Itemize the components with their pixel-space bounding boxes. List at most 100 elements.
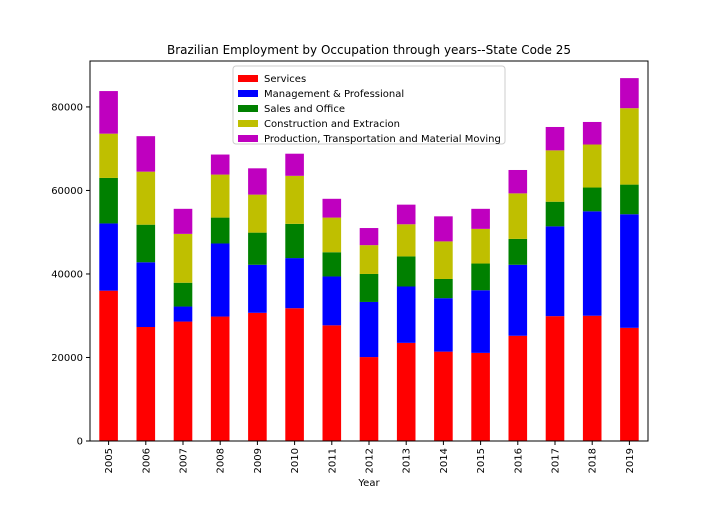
- x-tick-label: 2016: [513, 448, 524, 473]
- x-tick-label: 2014: [439, 448, 450, 473]
- bar-segment-2009-0: [248, 312, 267, 441]
- bar-segment-2005-4: [99, 91, 118, 134]
- bar-segment-2009-1: [248, 264, 267, 313]
- chart-title: Brazilian Employment by Occupation throu…: [167, 43, 571, 57]
- x-axis: 2005 2006 2007 2008 2009 2010 2011 2012 2013 2014…: [104, 441, 636, 473]
- y-tick-label: 60000: [51, 186, 83, 197]
- bar-segment-2007-4: [173, 208, 193, 234]
- legend-swatch: [238, 120, 258, 127]
- bar-segment-2015-2: [471, 263, 490, 291]
- bar-segment-2011-2: [322, 252, 342, 277]
- bar-segment-2018-0: [582, 315, 602, 441]
- bar-segment-2013-4: [396, 204, 416, 225]
- bar-segment-2006-0: [136, 327, 156, 441]
- bar-segment-2017-4: [545, 126, 565, 151]
- bar-segment-2019-1: [620, 214, 639, 328]
- bar-segment-2019-2: [620, 184, 639, 215]
- bar-segment-2006-3: [136, 171, 156, 225]
- bar-segment-2010-2: [285, 223, 304, 259]
- bar-segment-2008-1: [210, 243, 230, 317]
- bar-segment-2012-0: [359, 357, 379, 441]
- legend-swatch: [238, 90, 258, 97]
- x-tick-label: 2010: [290, 448, 301, 473]
- legend-label: Construction and Extracion: [264, 119, 400, 130]
- bars-group: [99, 78, 639, 441]
- legend-box: [232, 65, 506, 145]
- legend-label: Services: [264, 74, 306, 85]
- bar-segment-2014-4: [434, 216, 453, 242]
- bar-segment-2011-1: [322, 276, 342, 326]
- bar-segment-2010-0: [285, 308, 304, 441]
- bar-segment-2017-3: [545, 150, 565, 202]
- bar-segment-2005-2: [99, 177, 118, 224]
- bar-segment-2019-0: [620, 327, 639, 441]
- legend-label: Sales and Office: [264, 104, 345, 115]
- bar-segment-2015-0: [471, 352, 490, 441]
- legend-swatch: [238, 105, 258, 112]
- x-tick-label: 2012: [365, 448, 376, 473]
- bar-segment-2009-3: [248, 194, 267, 233]
- y-tick-label: 0: [77, 437, 83, 448]
- bar-segment-2014-1: [434, 298, 453, 352]
- bar-segment-2007-3: [173, 233, 193, 283]
- bar-segment-2007-0: [173, 321, 193, 441]
- bar-segment-2018-3: [582, 144, 602, 188]
- bar-segment-2011-0: [322, 325, 342, 441]
- bar-segment-2013-0: [396, 342, 416, 441]
- bar-segment-2012-1: [359, 301, 379, 358]
- legend-swatch: [238, 75, 258, 82]
- bar-segment-2014-2: [434, 278, 453, 299]
- bar-segment-2015-3: [471, 228, 490, 264]
- x-tick-label: 2008: [216, 448, 227, 473]
- bar-segment-2018-4: [582, 121, 602, 145]
- x-axis-label: Year: [357, 478, 380, 489]
- bar-segment-2014-0: [434, 351, 453, 441]
- legend-label: Management & Professional: [264, 89, 404, 100]
- x-tick-label: 2007: [179, 448, 190, 473]
- bar-segment-2009-2: [248, 232, 267, 265]
- bar-segment-2015-1: [471, 290, 490, 353]
- x-tick-label: 2015: [476, 448, 487, 473]
- bar-segment-2013-1: [396, 286, 416, 343]
- bar-segment-2013-3: [396, 224, 416, 257]
- bar-segment-2008-0: [210, 316, 230, 441]
- bar-segment-2006-4: [136, 136, 156, 172]
- bar-segment-2016-4: [508, 169, 528, 194]
- bar-segment-2017-2: [545, 201, 565, 227]
- bar-segment-2008-3: [210, 174, 230, 218]
- bar-segment-2019-3: [620, 108, 639, 185]
- x-tick-label: 2009: [253, 448, 264, 473]
- bar-segment-2018-2: [582, 187, 602, 212]
- bar-segment-2006-2: [136, 224, 156, 263]
- bar-segment-2017-0: [545, 316, 565, 441]
- x-tick-label: 2019: [625, 448, 636, 473]
- y-tick-label: 20000: [51, 353, 83, 364]
- y-axis: 0 20000 40000 60000 80000: [51, 102, 90, 448]
- plot-frame: [89, 60, 649, 442]
- bar-segment-2008-2: [210, 217, 230, 244]
- bar-segment-2017-1: [545, 226, 565, 317]
- x-tick-label: 2013: [402, 448, 413, 473]
- legend-label: Production, Transportation and Material …: [264, 134, 501, 145]
- bar-segment-2005-0: [99, 290, 118, 441]
- bar-segment-2012-2: [359, 273, 379, 302]
- bar-segment-2012-3: [359, 245, 379, 274]
- bar-segment-2012-4: [359, 228, 379, 246]
- bar-segment-2016-3: [508, 193, 528, 239]
- bar-segment-2010-3: [285, 175, 304, 224]
- bar-segment-2011-3: [322, 217, 342, 253]
- bar-segment-2019-4: [620, 78, 639, 109]
- bar-segment-2014-3: [434, 241, 453, 279]
- x-tick-label: 2017: [551, 448, 562, 473]
- bar-segment-2013-2: [396, 256, 416, 287]
- bar-segment-2008-4: [210, 154, 230, 175]
- x-tick-label: 2011: [327, 448, 338, 473]
- bar-segment-2011-4: [322, 198, 342, 218]
- bar-segment-2018-1: [582, 211, 602, 316]
- bar-segment-2016-1: [508, 264, 528, 336]
- bar-segment-2016-2: [508, 238, 528, 265]
- bar-segment-2015-4: [471, 208, 490, 229]
- y-tick-label: 40000: [51, 269, 83, 280]
- x-tick-label: 2006: [141, 448, 152, 473]
